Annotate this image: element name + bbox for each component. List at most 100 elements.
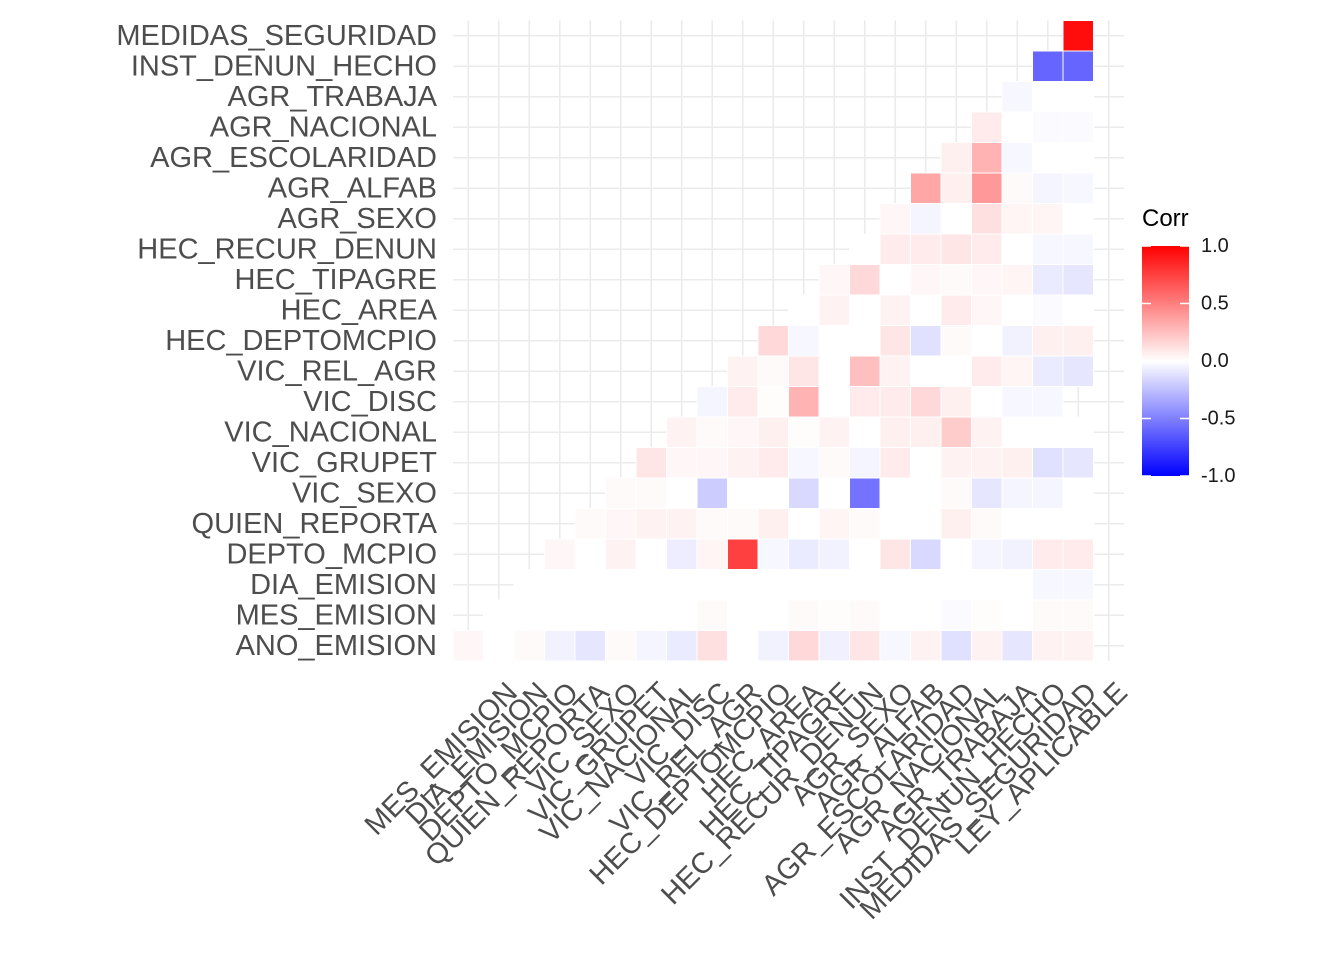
heatmap-cell <box>879 508 911 540</box>
heatmap-cell <box>971 142 1003 174</box>
heatmap-cell <box>818 508 850 540</box>
heatmap-cell <box>1001 111 1033 143</box>
heatmap-cell <box>971 294 1003 326</box>
heatmap-cell <box>849 599 881 631</box>
legend-tick-label: 0.0 <box>1201 350 1229 372</box>
heatmap-cell <box>757 325 789 357</box>
heatmap-cell <box>1032 447 1064 479</box>
heatmap-cell <box>696 386 728 418</box>
x-axis-tick-labels: MES_EMISIONDIA_EMISIONDEPTO_MCPIOQUIEN_R… <box>359 676 1134 926</box>
heatmap-cell <box>1032 264 1064 296</box>
heatmap-cell <box>757 447 789 479</box>
heatmap-cell <box>849 630 881 662</box>
heatmap-cell <box>1001 264 1033 296</box>
heatmap-cell <box>849 477 881 509</box>
heatmap-cell <box>1062 538 1094 570</box>
heatmap-cell <box>971 569 1003 601</box>
heatmap-cell <box>788 294 820 326</box>
heatmap-cell <box>788 538 820 570</box>
heatmap-cell <box>849 416 881 448</box>
heatmap-cell <box>1001 172 1033 204</box>
heatmap-cell <box>849 569 881 601</box>
heatmap-cell <box>940 447 972 479</box>
heatmap-cell <box>727 386 759 418</box>
heatmap-cell <box>849 386 881 418</box>
heatmap-cell <box>879 599 911 631</box>
heatmap-cell <box>666 447 698 479</box>
heatmap-cell <box>1032 416 1064 448</box>
heatmap-cell <box>666 416 698 448</box>
heatmap-cell <box>1001 294 1033 326</box>
y-tick-label: HEC_AREA <box>281 294 438 326</box>
heatmap-cell <box>1062 447 1094 479</box>
y-tick-label: VIC_GRUPET <box>252 447 438 479</box>
heatmap-cell <box>1001 416 1033 448</box>
heatmap-cell <box>818 447 850 479</box>
heatmap-cell <box>1062 569 1094 601</box>
heatmap-cell <box>727 538 759 570</box>
heatmap-cell <box>849 233 881 265</box>
heatmap-cell <box>1001 233 1033 265</box>
y-tick-label: VIC_REL_AGR <box>237 355 437 387</box>
heatmap-cell <box>910 538 942 570</box>
heatmap-cell <box>666 477 698 509</box>
heatmap-cell <box>879 477 911 509</box>
heatmap-cell <box>605 599 637 631</box>
legend-tick-label: -1.0 <box>1201 465 1235 487</box>
heatmap-cell <box>1062 50 1094 82</box>
heatmap-cell <box>940 264 972 296</box>
heatmap-cell <box>696 416 728 448</box>
heatmap-cell <box>1062 508 1094 540</box>
heatmap-cell <box>910 477 942 509</box>
heatmap-cell <box>757 508 789 540</box>
heatmap-cell <box>788 325 820 357</box>
legend-tick-label: 0.5 <box>1201 293 1229 315</box>
heatmap-cell <box>788 416 820 448</box>
heatmap-cell <box>1032 142 1064 174</box>
heatmap-cell <box>818 477 850 509</box>
heatmap-cell <box>574 630 606 662</box>
heatmap-cell <box>818 325 850 357</box>
heatmap-cell <box>635 538 667 570</box>
heatmap-cell <box>910 599 942 631</box>
heatmap-cell <box>1032 172 1064 204</box>
heatmap-cell <box>971 111 1003 143</box>
heatmap-cell <box>1032 233 1064 265</box>
heatmap-cell <box>1062 477 1094 509</box>
y-tick-label: AGR_ALFAB <box>268 172 437 204</box>
heatmap-cell <box>971 172 1003 204</box>
heatmap-cell <box>696 447 728 479</box>
heatmap-cell <box>1001 599 1033 631</box>
heatmap-cell <box>1001 325 1033 357</box>
heatmap-cell <box>574 538 606 570</box>
heatmap-cell <box>513 569 545 601</box>
heatmap-cell <box>1032 294 1064 326</box>
heatmap-cell <box>757 569 789 601</box>
heatmap-cell <box>574 599 606 631</box>
heatmap-cell <box>940 203 972 235</box>
heatmap-tiles <box>452 20 1094 662</box>
heatmap-cell <box>910 447 942 479</box>
heatmap-cell <box>605 569 637 601</box>
heatmap-cell <box>483 599 515 631</box>
y-tick-label: DEPTO_MCPIO <box>226 538 437 570</box>
heatmap-cell <box>1032 386 1064 418</box>
heatmap-cell <box>788 569 820 601</box>
heatmap-cell <box>879 538 911 570</box>
heatmap-cell <box>1032 203 1064 235</box>
heatmap-cell <box>910 630 942 662</box>
heatmap-cell <box>940 508 972 540</box>
heatmap-cell <box>818 294 850 326</box>
heatmap-cell <box>696 599 728 631</box>
heatmap-cell <box>605 508 637 540</box>
heatmap-cell <box>1032 599 1064 631</box>
legend-tick-label: -0.5 <box>1201 408 1235 430</box>
heatmap-cell <box>971 325 1003 357</box>
heatmap-cell <box>849 294 881 326</box>
heatmap-cell <box>788 386 820 418</box>
heatmap-cell <box>788 447 820 479</box>
heatmap-cell <box>1032 508 1064 540</box>
heatmap-cell <box>757 416 789 448</box>
heatmap-cell <box>879 630 911 662</box>
y-tick-label: VIC_SEXO <box>292 477 437 509</box>
